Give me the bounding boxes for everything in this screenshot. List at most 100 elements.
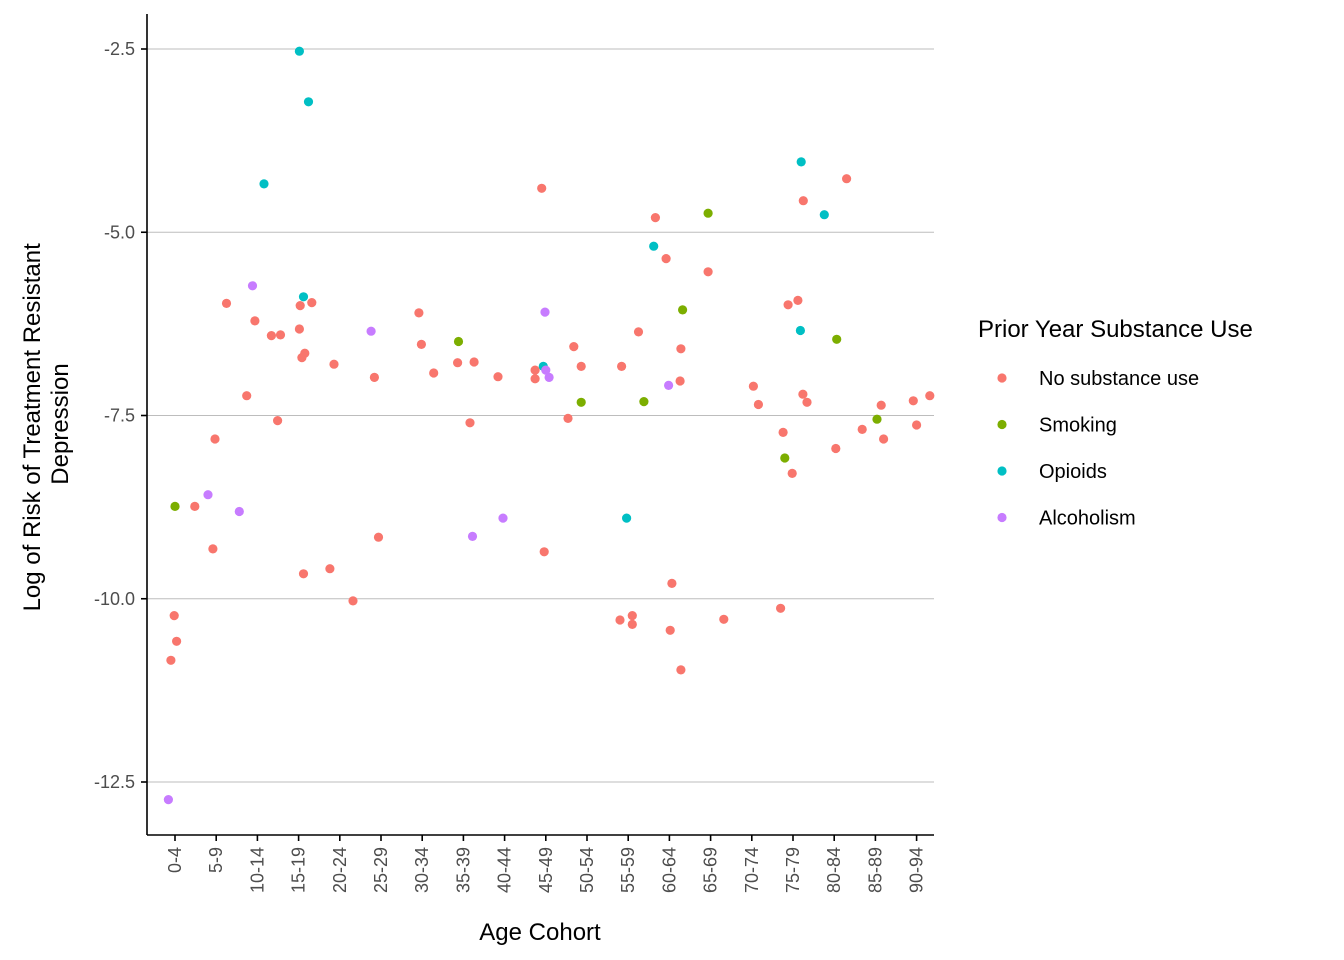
- y-axis-title-line-2: Depression: [47, 363, 74, 484]
- legend-label-alcoholism: Alcoholism: [1039, 508, 1136, 530]
- x-axis-ticks: 0-4 5-9 10-14 15-19 20-24 25-29 30-34 35-39 40-4…: [165, 835, 927, 893]
- data-point-alcoholism: [203, 490, 213, 500]
- data-point-opioids: [259, 179, 269, 189]
- y-tick-label: -5.0: [104, 222, 135, 242]
- y-tick-label: -10.0: [94, 589, 135, 609]
- data-point-alcoholism: [234, 506, 244, 517]
- x-tick-label: 10-14: [247, 847, 267, 893]
- y-axis-title: Log of Risk of Treatment Resistant Depre…: [19, 237, 74, 612]
- x-tick-label: 0-4: [165, 847, 185, 873]
- data-point-alcoholism: [540, 307, 550, 317]
- data-point-smoking: [453, 336, 464, 347]
- data-point-no-substance-use: [307, 298, 317, 308]
- data-point-no-substance-use: [908, 396, 918, 406]
- data-point-no-substance-use: [665, 625, 675, 635]
- data-point-no-substance-use: [798, 389, 808, 399]
- x-tick-label: 50-54: [577, 847, 597, 893]
- data-point-opioids: [303, 97, 314, 107]
- y-tick-label: -2.5: [104, 39, 135, 59]
- data-point-smoking: [576, 397, 586, 407]
- x-tick-label: 5-9: [206, 847, 226, 873]
- gridlines: [147, 48, 934, 783]
- x-tick-label: 75-79: [783, 847, 803, 893]
- data-point-no-substance-use: [802, 397, 812, 407]
- data-point-no-substance-use: [925, 391, 935, 401]
- data-point-no-substance-use: [912, 420, 922, 430]
- data-point-no-substance-use: [719, 614, 729, 624]
- data-point-alcoholism: [664, 380, 674, 390]
- data-point-no-substance-use: [633, 327, 644, 337]
- data-point-alcoholism: [247, 281, 258, 291]
- data-point-no-substance-use: [778, 427, 788, 437]
- data-point-alcoholism: [467, 531, 478, 542]
- legend-items: No substance use Smoking Opioids Alcoholism: [997, 368, 1199, 530]
- data-point-no-substance-use: [295, 301, 305, 311]
- x-tick-label: 30-34: [412, 847, 432, 893]
- data-point-no-substance-use: [300, 348, 310, 358]
- legend-key-opioids: [997, 466, 1007, 476]
- data-point-no-substance-use: [753, 399, 764, 410]
- data-point-alcoholism: [366, 326, 376, 336]
- data-point-no-substance-use: [576, 361, 586, 371]
- data-point-alcoholism: [544, 372, 554, 382]
- data-point-no-substance-use: [857, 424, 867, 434]
- axes: [146, 14, 934, 836]
- x-tick-label: 35-39: [453, 847, 473, 893]
- data-point-no-substance-use: [250, 316, 260, 326]
- data-point-smoking: [639, 397, 649, 407]
- x-tick-label: 55-59: [618, 847, 638, 893]
- x-tick-label: 45-49: [536, 847, 556, 893]
- data-point-no-substance-use: [493, 372, 503, 382]
- data-points: [163, 46, 935, 805]
- y-axis-title-line-1: Log of Risk of Treatment Resistant: [19, 243, 46, 612]
- data-point-no-substance-use: [369, 372, 379, 382]
- data-point-no-substance-use: [166, 655, 176, 665]
- x-tick-label: 60-64: [659, 847, 679, 893]
- data-point-opioids: [819, 210, 829, 220]
- data-point-no-substance-use: [242, 391, 252, 401]
- data-point-no-substance-use: [273, 416, 283, 426]
- data-point-no-substance-use: [172, 636, 182, 646]
- data-point-no-substance-use: [563, 413, 573, 423]
- data-point-no-substance-use: [776, 603, 786, 613]
- data-point-no-substance-use: [465, 418, 475, 428]
- y-axis-ticks: -2.5 -5.0 -7.5 -10.0 -12.5: [94, 39, 147, 792]
- data-point-no-substance-use: [169, 611, 179, 621]
- data-point-no-substance-use: [876, 400, 886, 410]
- data-point-no-substance-use: [831, 443, 841, 454]
- y-tick-label: -7.5: [104, 406, 135, 426]
- data-point-no-substance-use: [798, 196, 808, 206]
- data-point-smoking: [832, 334, 842, 344]
- data-point-no-substance-use: [783, 300, 793, 310]
- data-point-no-substance-use: [661, 254, 671, 264]
- legend-label-opioids: Opioids: [1039, 461, 1107, 483]
- data-point-no-substance-use: [842, 174, 852, 184]
- x-tick-label: 25-29: [371, 847, 391, 893]
- data-point-opioids: [298, 292, 309, 302]
- data-point-alcoholism: [498, 513, 508, 523]
- data-point-no-substance-use: [348, 596, 358, 606]
- x-tick-label: 90-94: [907, 847, 927, 893]
- data-point-no-substance-use: [266, 331, 276, 341]
- x-tick-label: 20-24: [330, 847, 350, 893]
- data-point-no-substance-use: [617, 361, 627, 371]
- data-point-smoking: [703, 208, 713, 218]
- data-point-no-substance-use: [530, 365, 540, 375]
- data-point-no-substance-use: [615, 615, 625, 625]
- legend-key-alcoholism: [997, 512, 1007, 523]
- data-point-opioids: [796, 157, 806, 167]
- data-point-no-substance-use: [325, 564, 335, 574]
- data-point-alcoholism: [541, 365, 551, 375]
- data-point-no-substance-use: [416, 339, 426, 349]
- data-point-no-substance-use: [569, 342, 579, 352]
- x-tick-label: 80-84: [824, 847, 844, 893]
- data-point-no-substance-use: [787, 468, 797, 478]
- data-point-no-substance-use: [429, 368, 439, 378]
- data-point-smoking: [872, 414, 882, 424]
- data-point-no-substance-use: [469, 357, 479, 367]
- data-point-no-substance-use: [530, 374, 540, 384]
- data-point-no-substance-use: [676, 344, 686, 354]
- data-point-no-substance-use: [329, 359, 339, 369]
- data-point-no-substance-use: [210, 434, 220, 444]
- x-tick-label: 40-44: [495, 847, 515, 893]
